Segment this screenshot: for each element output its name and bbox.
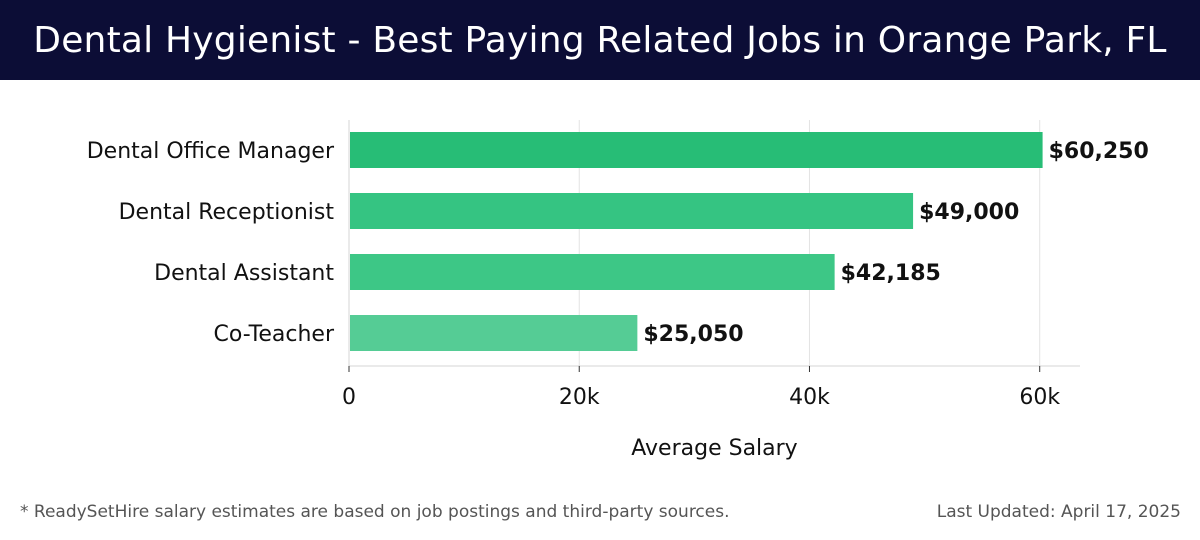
- category-label: Dental Assistant: [154, 261, 334, 286]
- axes: [348, 120, 1080, 372]
- footnote: * ReadySetHire salary estimates are base…: [20, 502, 730, 522]
- x-tick-label: 60k: [1019, 385, 1060, 410]
- x-tick-label: 40k: [789, 385, 830, 410]
- labels: 0 20k 40k 60k Average Salary Dental Office Ma…: [87, 139, 1149, 461]
- value-label: $25,050: [643, 322, 743, 347]
- category-label: Dental Receptionist: [119, 200, 335, 225]
- chart-title: Dental Hygienist - Best Paying Related J…: [33, 19, 1167, 61]
- chart-header: Dental Hygienist - Best Paying Related J…: [0, 0, 1200, 80]
- last-updated: Last Updated: April 17, 2025: [936, 502, 1181, 522]
- category-label: Dental Office Manager: [87, 139, 335, 164]
- bars: [350, 132, 1043, 351]
- value-label: $42,185: [841, 261, 941, 286]
- bar: [350, 315, 638, 351]
- bar: [350, 132, 1043, 168]
- bar: [350, 193, 914, 229]
- value-label: $60,250: [1049, 139, 1149, 164]
- x-tick-label: 20k: [559, 385, 600, 410]
- category-label: Co-Teacher: [214, 322, 335, 347]
- bar: [350, 254, 835, 290]
- x-tick-label: 0: [342, 385, 356, 410]
- x-axis-title: Average Salary: [631, 436, 797, 461]
- value-label: $49,000: [919, 200, 1019, 225]
